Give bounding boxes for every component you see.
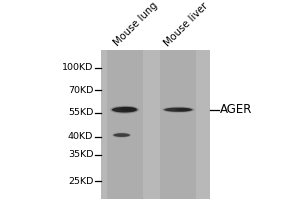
Ellipse shape [176,108,190,111]
Text: 100KD: 100KD [62,63,93,72]
Ellipse shape [110,106,139,114]
Ellipse shape [112,107,137,113]
Ellipse shape [162,107,195,113]
Ellipse shape [175,108,191,112]
Text: Mouse lung: Mouse lung [112,1,159,48]
Bar [107,50,142,199]
Text: 35KD: 35KD [68,150,93,159]
Ellipse shape [121,107,136,111]
Text: 70KD: 70KD [68,86,93,95]
Ellipse shape [119,106,137,112]
Text: 25KD: 25KD [68,177,93,186]
Bar [101,50,210,199]
Ellipse shape [113,133,130,137]
Text: 55KD: 55KD [68,108,93,117]
Bar [160,50,196,199]
Text: Mouse liver: Mouse liver [162,1,210,48]
Ellipse shape [164,108,193,112]
Text: AGER: AGER [220,103,253,116]
Ellipse shape [112,133,131,138]
Text: 40KD: 40KD [68,132,93,141]
